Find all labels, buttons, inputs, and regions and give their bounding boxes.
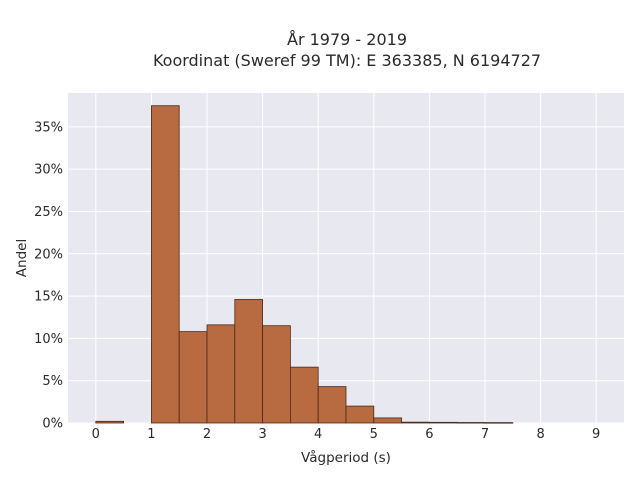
x-tick-label: 6 (425, 427, 433, 442)
y-tick-label: 25% (34, 205, 63, 220)
y-tick-label: 30% (34, 163, 63, 178)
histogram-bar (289, 366, 319, 424)
histogram-bar (150, 105, 180, 424)
histogram-bar (317, 386, 347, 424)
histogram-bar (373, 417, 402, 424)
x-axis-label: Vågperiod (s) (301, 449, 391, 466)
histogram-bar (178, 331, 208, 424)
histogram-bar (234, 299, 264, 424)
x-tick-label: 7 (481, 427, 489, 442)
y-tick-label: 35% (34, 120, 63, 135)
histogram-bar (456, 422, 486, 424)
y-tick-label: 15% (34, 290, 63, 305)
x-tick-label: 9 (592, 427, 600, 442)
histogram-bar (428, 421, 458, 424)
y-tick-label: 20% (34, 247, 63, 262)
x-tick-label: 4 (314, 427, 322, 442)
x-tick-label: 8 (536, 427, 544, 442)
bars-group (95, 105, 514, 424)
y-axis-ticks: 0% 5% 10% 15% 20% 25% 30% 35% (34, 120, 63, 431)
y-axis-label: Andel (14, 239, 30, 277)
x-tick-label: 5 (370, 427, 378, 442)
x-axis-ticks: 0 1 2 3 4 5 6 7 8 9 (92, 427, 601, 442)
chart-title-line2: Koordinat (Sweref 99 TM): E 363385, N 61… (153, 51, 541, 70)
histogram-bar (95, 420, 125, 424)
x-tick-label: 1 (147, 427, 155, 442)
x-tick-label: 3 (258, 427, 266, 442)
y-tick-label: 5% (42, 374, 63, 389)
chart-title-line1: År 1979 - 2019 (287, 30, 407, 49)
histogram-bar (345, 405, 375, 424)
histogram-bar (401, 421, 430, 424)
x-tick-label: 0 (92, 427, 100, 442)
x-tick-label: 2 (203, 427, 211, 442)
histogram-bar (206, 324, 236, 424)
y-tick-label: 10% (34, 332, 63, 347)
histogram-bar (262, 325, 291, 424)
y-tick-label: 0% (42, 417, 63, 432)
histogram-bar (484, 422, 514, 424)
